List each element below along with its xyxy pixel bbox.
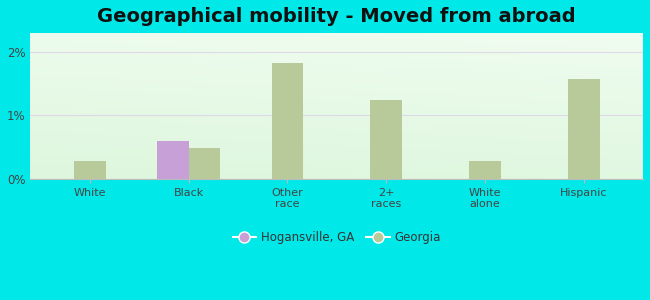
- Bar: [272, 64, 303, 179]
- Legend: Hogansville, GA, Georgia: Hogansville, GA, Georgia: [228, 226, 445, 249]
- Bar: [188, 148, 220, 179]
- Bar: [469, 161, 501, 179]
- Bar: [568, 79, 599, 179]
- Title: Geographical mobility - Moved from abroad: Geographical mobility - Moved from abroa…: [98, 7, 576, 26]
- Bar: [74, 161, 105, 179]
- Bar: [370, 100, 402, 179]
- Bar: [157, 141, 188, 179]
